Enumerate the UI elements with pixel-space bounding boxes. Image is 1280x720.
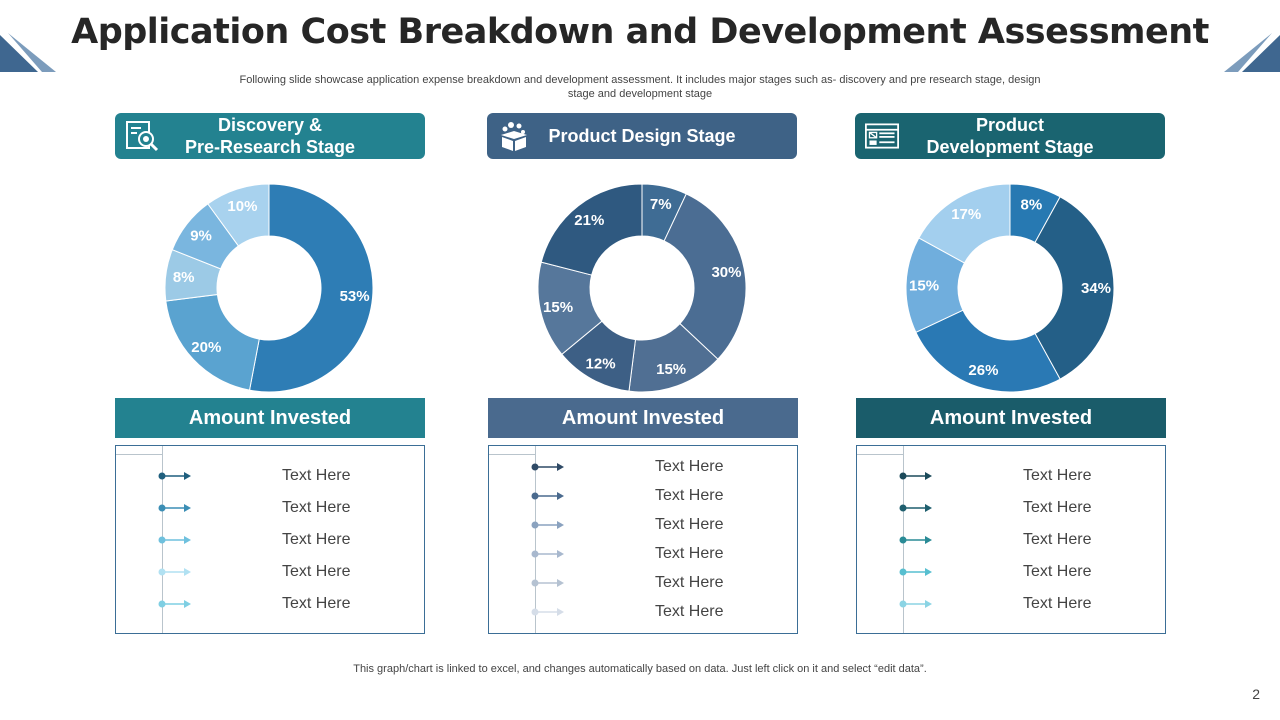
list-item: Text Here (857, 498, 1165, 518)
stage-header-design: Product Design Stage (487, 113, 797, 159)
list-item: Text Here (489, 602, 797, 622)
list-item: Text Here (116, 562, 424, 582)
list-item-text: Text Here (655, 545, 724, 562)
list-item-text: Text Here (282, 563, 351, 580)
boxes-icon (501, 122, 527, 151)
donut-slice-label: 20% (191, 339, 221, 356)
list-item-text: Text Here (1023, 467, 1092, 484)
list-item: Text Here (489, 544, 797, 564)
amount-invested-text: Amount Invested (929, 406, 1093, 429)
list-connector-line (116, 454, 162, 455)
bullet-arrow-icon (158, 536, 191, 544)
donut-chart-development: 8% 34% 26% 15% 17% (905, 183, 1115, 393)
investment-list-development: Text Here Text Here Text Here Text Here (856, 445, 1166, 634)
stage-title: Product Design Stage (548, 126, 736, 146)
list-item: Text Here (116, 530, 424, 550)
donut-slice-label: 17% (951, 206, 981, 223)
bullet-arrow-icon (158, 600, 191, 608)
donut-slice-label: 8% (173, 269, 195, 286)
bullet-arrow-icon (531, 492, 564, 500)
donut-slice-label: 12% (586, 355, 616, 372)
page-subtitle: Following slide showcase application exp… (239, 74, 1041, 100)
bullet-arrow-icon (899, 536, 932, 544)
list-item-text: Text Here (282, 499, 351, 516)
investment-list-design: Text Here Text Here Text Here Text Here (488, 445, 798, 634)
donut-slice-label: 21% (574, 212, 604, 229)
donut-chart-discovery: 53% 20% 8% 9% 10% (164, 183, 374, 393)
amount-invested-label: Amount Invested (488, 398, 798, 438)
donut-slice-label: 34% (1081, 280, 1111, 297)
footer-note: This graph/chart is linked to excel, and… (353, 663, 927, 675)
bullet-arrow-icon (531, 608, 564, 616)
amount-invested-text: Amount Invested (188, 406, 352, 429)
bullet-arrow-icon (899, 472, 932, 480)
bullet-arrow-icon (531, 579, 564, 587)
list-item: Text Here (489, 457, 797, 477)
bullet-arrow-icon (158, 472, 191, 480)
list-item: Text Here (857, 530, 1165, 550)
donut-hole (590, 236, 694, 340)
donut-hole (958, 236, 1062, 340)
bullet-arrow-icon (531, 550, 564, 558)
list-item-text: Text Here (1023, 563, 1092, 580)
donut-hole (217, 236, 321, 340)
amount-invested-label: Amount Invested (856, 398, 1166, 438)
corner-decoration-left (0, 33, 56, 72)
donut-slice-label: 53% (340, 288, 370, 305)
list-item-text: Text Here (1023, 595, 1092, 612)
bullet-arrow-icon (158, 568, 191, 576)
bullet-arrow-icon (899, 568, 932, 576)
bullet-arrow-icon (899, 600, 932, 608)
donut-slice-label: 9% (190, 227, 212, 244)
list-connector-line (857, 454, 903, 455)
list-item-text: Text Here (1023, 499, 1092, 516)
list-item-text: Text Here (655, 458, 724, 475)
donut-slice-label: 8% (1021, 197, 1043, 214)
list-item-text: Text Here (655, 574, 724, 591)
browser-window-icon (865, 123, 899, 149)
amount-invested-label: Amount Invested (115, 398, 425, 438)
amount-invested-text: Amount Invested (561, 406, 725, 429)
list-item-text: Text Here (655, 603, 724, 620)
list-item-text: Text Here (282, 595, 351, 612)
donut-chart-design: 7% 30% 15% 12% 15% 21% (537, 183, 747, 393)
magnifier-document-icon (126, 121, 159, 152)
donut-slice-label: 15% (909, 277, 939, 294)
stage-title: Discovery & Pre-Research Stage (184, 115, 356, 157)
list-connector-line (535, 446, 536, 633)
bullet-arrow-icon (531, 521, 564, 529)
stage-header-discovery: Discovery & Pre-Research Stage (115, 113, 425, 159)
list-item: Text Here (489, 573, 797, 593)
donut-slice-label: 15% (543, 299, 573, 316)
list-item: Text Here (857, 562, 1165, 582)
list-item: Text Here (857, 466, 1165, 486)
bullet-arrow-icon (899, 504, 932, 512)
list-item-text: Text Here (655, 516, 724, 533)
list-item: Text Here (857, 594, 1165, 614)
list-item: Text Here (116, 498, 424, 518)
list-item: Text Here (489, 515, 797, 535)
donut-slice-label: 30% (711, 264, 741, 281)
investment-list-discovery: Text Here Text Here Text Here Text Here (115, 445, 425, 634)
page-title: Application Cost Breakdown and Developme… (71, 12, 1209, 52)
list-item-text: Text Here (1023, 531, 1092, 548)
donut-slice-label: 26% (968, 362, 998, 379)
donut-slice-label: 10% (227, 198, 257, 215)
bullet-arrow-icon (158, 504, 191, 512)
corner-decoration-right (1224, 33, 1280, 72)
donut-slice-label: 7% (650, 196, 672, 213)
list-connector-line (489, 454, 535, 455)
list-item-text: Text Here (282, 531, 351, 548)
bullet-arrow-icon (531, 463, 564, 471)
page-number: 2 (1252, 686, 1260, 702)
list-item: Text Here (116, 594, 424, 614)
stage-header-development: Product Development Stage (855, 113, 1165, 159)
list-item-text: Text Here (655, 487, 724, 504)
donut-slice-label: 15% (656, 361, 686, 378)
list-item: Text Here (489, 486, 797, 506)
list-item: Text Here (116, 466, 424, 486)
stage-title: Product Development Stage (926, 115, 1094, 157)
list-item-text: Text Here (282, 467, 351, 484)
